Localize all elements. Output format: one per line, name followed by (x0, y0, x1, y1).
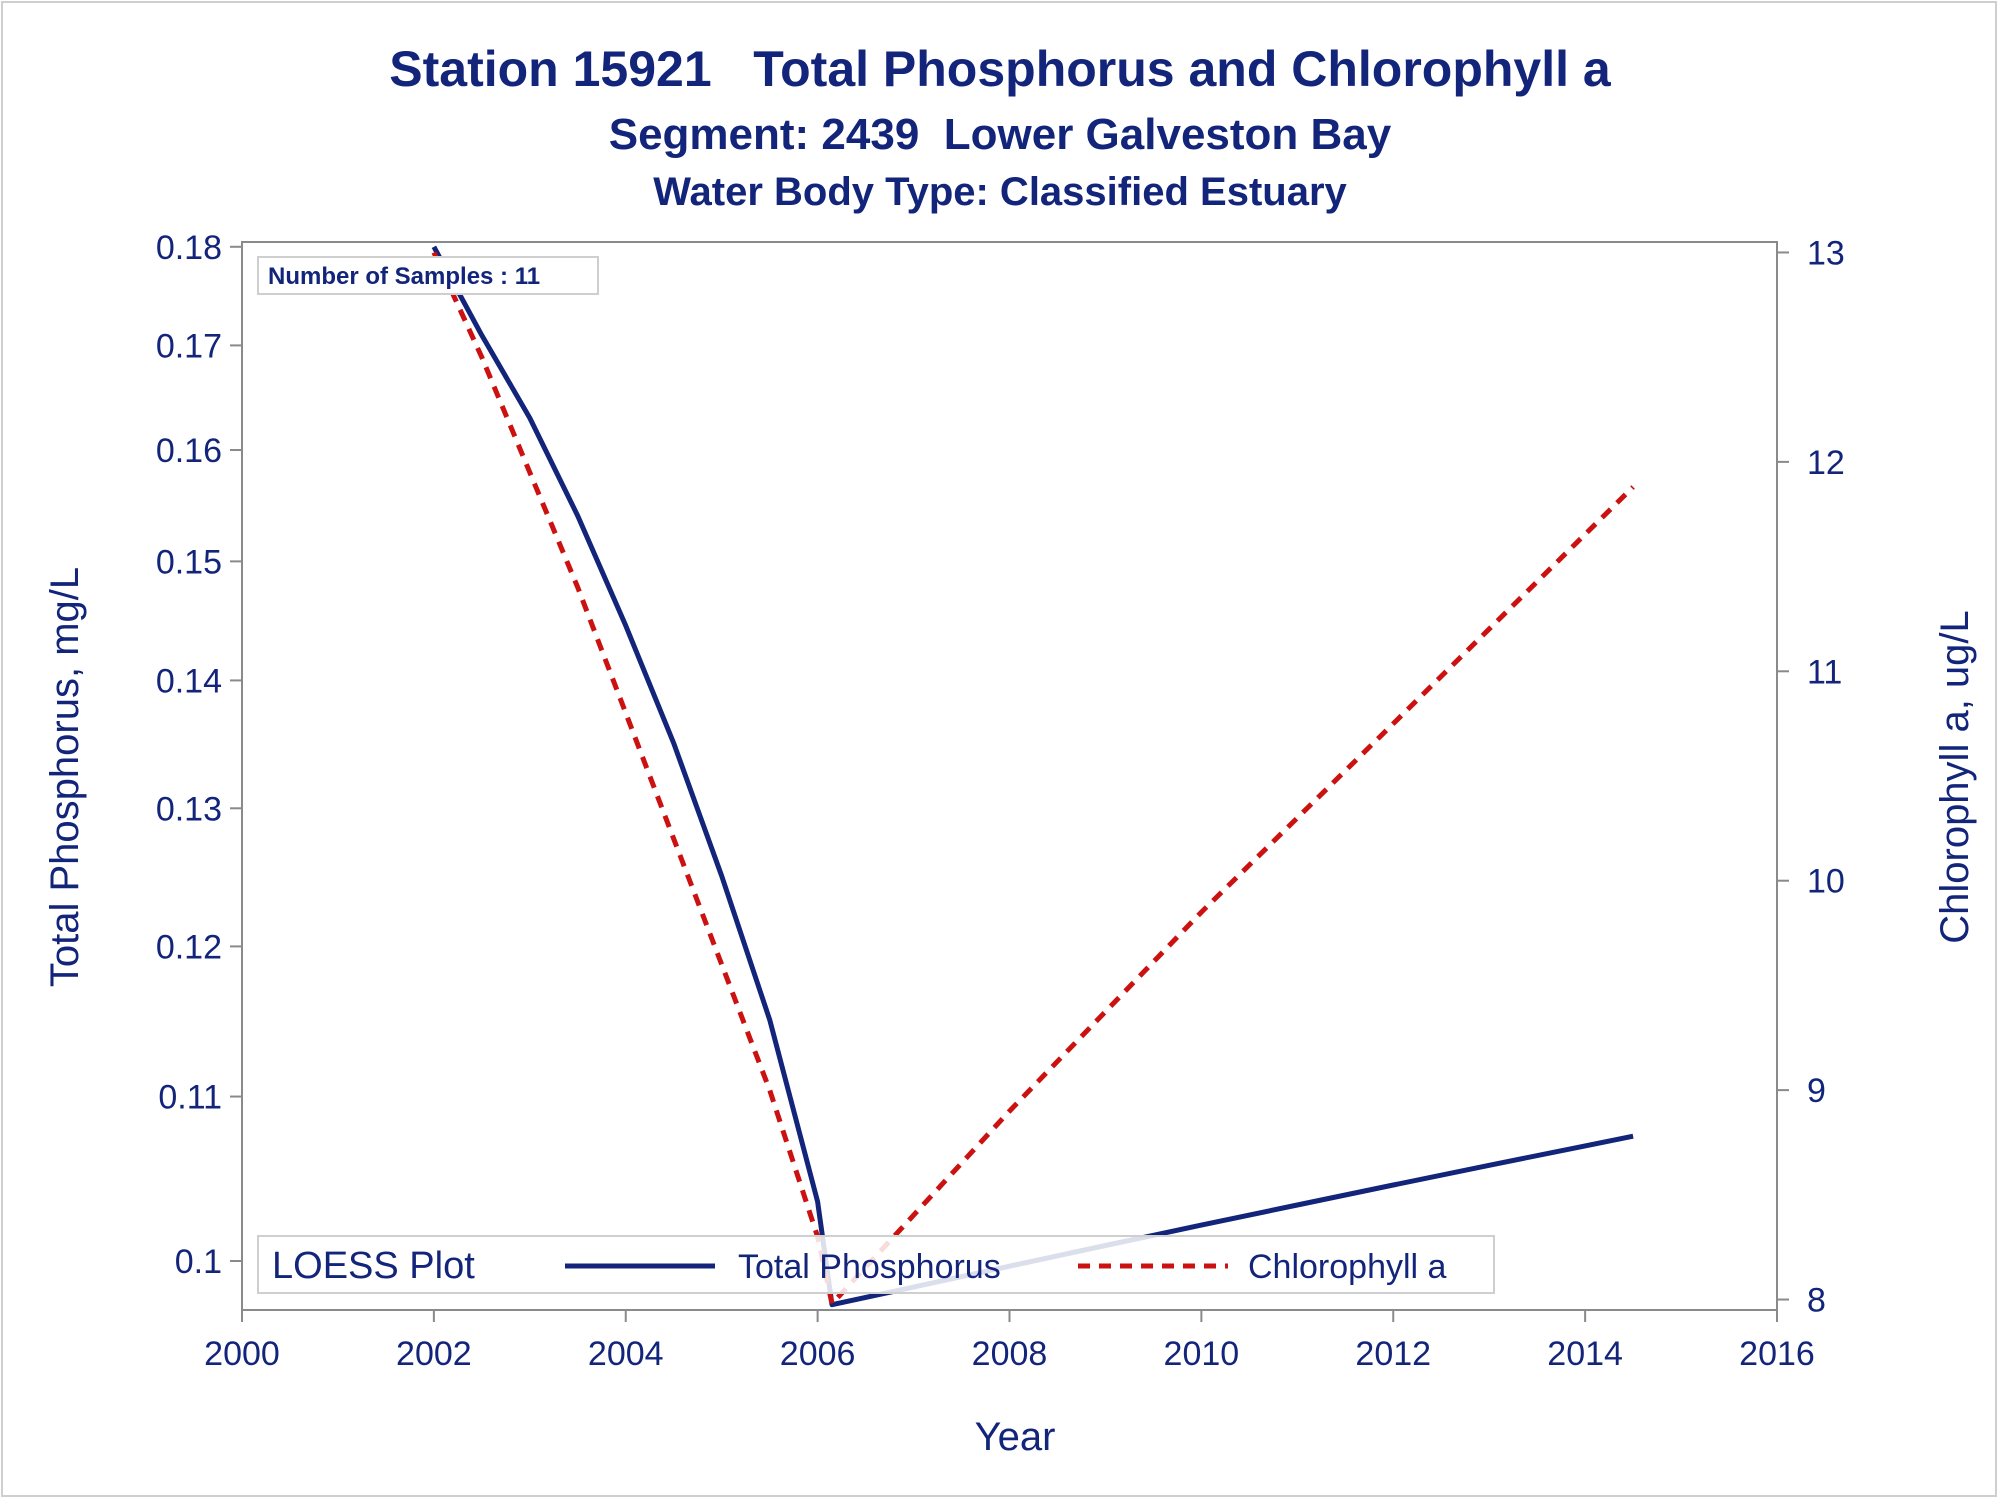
x-axis: 2000 2002 2004 2006 2008 2010 2012 2014 2016 (204, 1310, 1815, 1373)
x-tick-label-2010: 2010 (1164, 1335, 1240, 1373)
x-tick-label-2012: 2012 (1355, 1335, 1431, 1373)
y-left-tick-label-1: 0.11 (158, 1079, 222, 1117)
samples-inset-text: Number of Samples : 11 (268, 263, 540, 290)
legend-item-total-phosphorus: Total Phosphorus (738, 1248, 1001, 1286)
y-left-tick-label-0: 0.1 (175, 1243, 222, 1281)
chart-title: Station 15921 Total Phosphorus and Chlor… (389, 41, 1611, 97)
y-left-tick-label-5: 0.15 (156, 543, 222, 581)
x-tick-label-2016: 2016 (1739, 1335, 1815, 1373)
series-layer (431, 245, 1635, 1308)
series-line-total-phosphorus (431, 245, 1634, 1308)
chart-subtitle-water-body: Water Body Type: Classified Estuary (653, 170, 1347, 214)
y-left-tick-label-6: 0.16 (156, 432, 222, 470)
series-line-chlorophyll-a (431, 251, 1635, 1307)
x-axis-label: Year (975, 1415, 1056, 1459)
x-tick-label-2004: 2004 (588, 1335, 664, 1373)
y-right-tick-label-13: 13 (1807, 234, 1845, 272)
legend-title: LOESS Plot (272, 1245, 475, 1287)
legend-item-chlorophyll-a: Chlorophyll a (1248, 1248, 1447, 1286)
y-axis-left: 0.1 0.11 0.12 0.13 0.14 0.15 0.16 0.17 0.18 (156, 229, 242, 1281)
x-tick-label-2000: 2000 (204, 1335, 280, 1373)
samples-inset: Number of Samples : 11 (257, 256, 599, 295)
y-axis-left-label: Total Phosphorus, mg/L (43, 567, 87, 987)
y-axis-right: 8 9 10 11 12 13 (1777, 234, 1845, 1320)
y-right-tick-label-11: 11 (1807, 653, 1842, 691)
plot-area-border (241, 241, 1778, 1311)
y-left-tick-label-7: 0.17 (156, 327, 222, 365)
y-left-tick-label-8: 0.18 (156, 229, 222, 267)
legend: LOESS Plot Total Phosphorus Chlorophyll … (257, 1235, 1495, 1294)
y-left-tick-label-3: 0.13 (156, 790, 222, 828)
y-left-tick-label-4: 0.14 (156, 662, 222, 700)
samples-inset-box (257, 256, 599, 295)
x-tick-label-2008: 2008 (972, 1335, 1048, 1373)
y-axis-right-label: Chlorophyll a, ug/L (1933, 610, 1977, 944)
y-right-tick-label-8: 8 (1807, 1282, 1826, 1320)
legend-box (257, 1235, 1495, 1294)
y-right-tick-label-12: 12 (1807, 444, 1845, 482)
y-right-tick-label-9: 9 (1807, 1072, 1826, 1110)
x-tick-label-2002: 2002 (396, 1335, 472, 1373)
x-tick-label-2014: 2014 (1547, 1335, 1623, 1373)
y-right-tick-label-10: 10 (1807, 863, 1845, 901)
y-left-tick-label-2: 0.12 (156, 928, 222, 966)
x-tick-label-2006: 2006 (780, 1335, 856, 1373)
chart-subtitle-segment: Segment: 2439 Lower Galveston Bay (608, 110, 1392, 159)
